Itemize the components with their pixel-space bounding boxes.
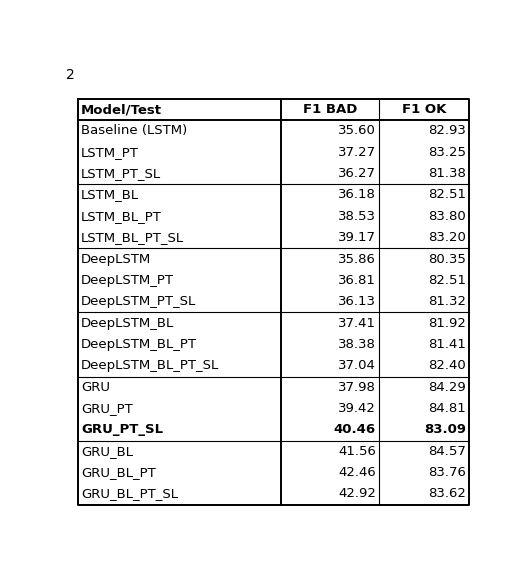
- Text: DeepLSTM_BL_PT: DeepLSTM_BL_PT: [81, 338, 197, 351]
- Text: DeepLSTM_BL_PT_SL: DeepLSTM_BL_PT_SL: [81, 359, 219, 372]
- Text: 37.04: 37.04: [338, 359, 376, 372]
- Text: 37.98: 37.98: [338, 381, 376, 394]
- Text: 36.18: 36.18: [338, 189, 376, 201]
- Text: 84.57: 84.57: [428, 445, 466, 458]
- Text: LSTM_BL_PT_SL: LSTM_BL_PT_SL: [81, 231, 185, 244]
- Text: 83.25: 83.25: [428, 146, 466, 159]
- Text: 36.81: 36.81: [338, 274, 376, 287]
- Text: 38.53: 38.53: [338, 210, 376, 223]
- Text: GRU: GRU: [81, 381, 110, 394]
- Text: 40.46: 40.46: [334, 423, 376, 436]
- Text: GRU_BL: GRU_BL: [81, 445, 133, 458]
- Text: 36.13: 36.13: [338, 295, 376, 308]
- Text: 80.35: 80.35: [428, 253, 466, 265]
- Text: 81.32: 81.32: [428, 295, 466, 308]
- Text: 83.76: 83.76: [428, 466, 466, 479]
- Text: 82.93: 82.93: [428, 125, 466, 137]
- Text: 81.38: 81.38: [428, 167, 466, 180]
- Text: 83.80: 83.80: [428, 210, 466, 223]
- Text: 84.81: 84.81: [428, 402, 466, 415]
- Text: 82.51: 82.51: [428, 189, 466, 201]
- Text: 82.51: 82.51: [428, 274, 466, 287]
- Text: 41.56: 41.56: [338, 445, 376, 458]
- Text: DeepLSTM_PT: DeepLSTM_PT: [81, 274, 174, 287]
- Text: 81.92: 81.92: [428, 317, 466, 329]
- Text: GRU_BL_PT_SL: GRU_BL_PT_SL: [81, 487, 178, 500]
- Text: DeepLSTM: DeepLSTM: [81, 253, 151, 265]
- Text: 83.20: 83.20: [428, 231, 466, 244]
- Text: LSTM_PT_SL: LSTM_PT_SL: [81, 167, 161, 180]
- Text: 39.42: 39.42: [338, 402, 376, 415]
- Text: GRU_BL_PT: GRU_BL_PT: [81, 466, 156, 479]
- Text: F1 OK: F1 OK: [402, 104, 447, 116]
- Text: 2: 2: [66, 68, 75, 82]
- Text: GRU_PT_SL: GRU_PT_SL: [81, 423, 164, 436]
- Text: 36.27: 36.27: [338, 167, 376, 180]
- Text: 42.46: 42.46: [338, 466, 376, 479]
- Text: 38.38: 38.38: [338, 338, 376, 351]
- Text: DeepLSTM_PT_SL: DeepLSTM_PT_SL: [81, 295, 197, 308]
- Text: 37.27: 37.27: [338, 146, 376, 159]
- Text: Baseline (LSTM): Baseline (LSTM): [81, 125, 187, 137]
- Text: 39.17: 39.17: [338, 231, 376, 244]
- Text: 83.62: 83.62: [428, 487, 466, 500]
- Text: LSTM_BL_PT: LSTM_BL_PT: [81, 210, 162, 223]
- Text: 35.86: 35.86: [338, 253, 376, 265]
- Text: F1 BAD: F1 BAD: [303, 104, 358, 116]
- Text: 37.41: 37.41: [338, 317, 376, 329]
- Text: GRU_PT: GRU_PT: [81, 402, 133, 415]
- Text: LSTM_PT: LSTM_PT: [81, 146, 139, 159]
- Text: 84.29: 84.29: [428, 381, 466, 394]
- Text: Model/Test: Model/Test: [81, 104, 162, 116]
- Text: 83.09: 83.09: [424, 423, 466, 436]
- Text: LSTM_BL: LSTM_BL: [81, 189, 139, 201]
- Text: 81.41: 81.41: [428, 338, 466, 351]
- Text: DeepLSTM_BL: DeepLSTM_BL: [81, 317, 175, 329]
- Text: 35.60: 35.60: [338, 125, 376, 137]
- Text: 82.40: 82.40: [428, 359, 466, 372]
- Text: 42.92: 42.92: [338, 487, 376, 500]
